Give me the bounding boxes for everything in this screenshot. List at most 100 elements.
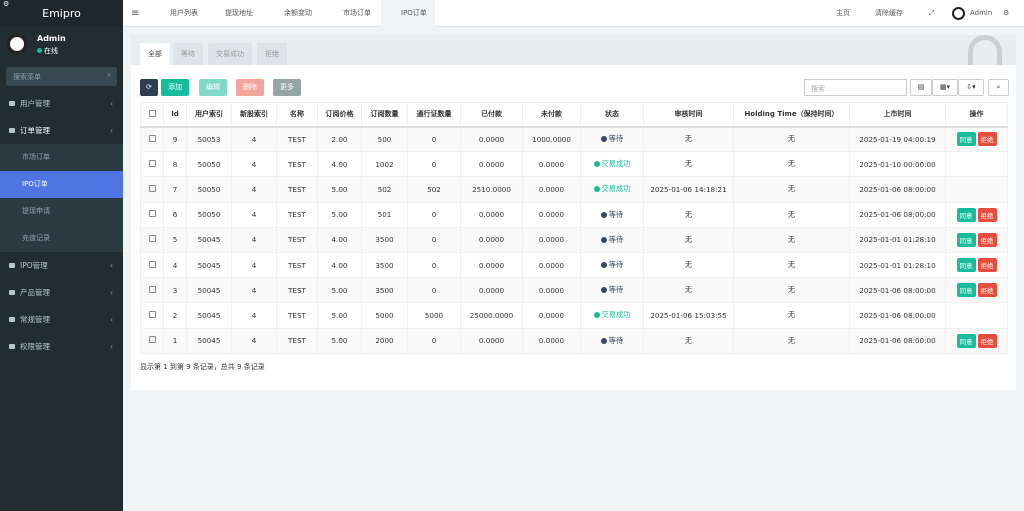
cell: 0.0000 <box>460 226 523 253</box>
cell: 4 <box>231 327 277 354</box>
cell: 无 <box>643 201 734 228</box>
submenu-item[interactable]: IPO订单 <box>0 171 123 198</box>
action-button[interactable]: 拒绝 <box>977 232 997 247</box>
nav-tab[interactable]: 余额变动 <box>284 9 312 17</box>
toolbar-button[interactable]: 编辑 <box>199 79 227 96</box>
nav-tab[interactable]: 市场订单 <box>343 9 371 17</box>
menu-search[interactable]: 搜索菜单 ⌕ <box>6 67 117 86</box>
action-button[interactable]: 拒绝 <box>977 132 997 147</box>
filter-tab[interactable]: 拒绝 <box>257 43 287 65</box>
checkbox[interactable] <box>148 159 156 167</box>
toolbar-button[interactable]: 删除 <box>236 79 264 96</box>
row-checkbox <box>140 251 164 279</box>
filter-tab[interactable]: 全部 <box>140 43 170 65</box>
cell: TEST <box>276 327 318 354</box>
checkbox[interactable] <box>148 336 156 344</box>
checkbox[interactable] <box>148 235 156 243</box>
cell: 500 <box>361 125 408 153</box>
columns[interactable]: ▦▾ <box>932 79 958 96</box>
action-button[interactable]: 拒绝 <box>977 283 997 298</box>
cell: 0.0000 <box>522 151 581 178</box>
filter-tab[interactable]: 等待 <box>173 43 203 65</box>
checkbox[interactable] <box>148 134 156 142</box>
action-button[interactable]: 同意 <box>956 258 976 273</box>
checkbox[interactable] <box>148 285 156 293</box>
checkbox[interactable] <box>148 210 156 218</box>
submenu-item[interactable]: 提现申请 <box>22 207 50 215</box>
checkbox[interactable] <box>148 109 156 117</box>
cell: 无 <box>733 226 850 253</box>
menu-toggle[interactable]: ≡ <box>131 8 140 19</box>
row-checkbox <box>140 125 164 153</box>
menu-search-placeholder: 搜索菜单 <box>13 73 41 81</box>
top-user[interactable]: Admin <box>970 9 993 17</box>
checkbox[interactable] <box>148 310 156 318</box>
export[interactable]: ⇩▾ <box>958 79 984 96</box>
cell: TEST <box>276 302 318 329</box>
cell: 2025-01-06 08:00:00 <box>849 201 946 228</box>
fullscreen[interactable]: ⤢ <box>929 9 935 17</box>
menu-item[interactable]: 常规管理 <box>0 306 123 333</box>
advanced-search[interactable]: ⌕ <box>988 79 1009 96</box>
data-table: Id 用户索引 新股索引 名称 订阅价格 订阅数量 通行证数量 已付款 未付款 状态 审核时间 Hol… <box>140 102 1008 354</box>
cell: 无 <box>643 226 734 253</box>
cell: 2510.0000 <box>460 176 523 203</box>
cell: 2025-01-06 08:00:00 <box>849 327 946 354</box>
status-dot <box>600 236 607 243</box>
refresh-button[interactable]: ⟳ <box>140 79 158 96</box>
status-dot <box>593 312 600 319</box>
nav-tab[interactable]: 提现地址 <box>225 9 253 17</box>
sidebar: ⚙Emipro Admin 在线 搜索菜单⌕ 用户管理订单管理市场订单 IPO订单… <box>0 0 123 511</box>
action-button[interactable]: 同意 <box>956 283 976 298</box>
toolbar-button[interactable]: 添加 <box>161 79 189 96</box>
settings[interactable]: ⚙ <box>1003 9 1010 17</box>
status-text: 交易成功 <box>601 184 631 194</box>
table-row: 7 50050 4 TEST 5.00 502 502 2510.0000 0.0000 交易成功… <box>140 176 1008 203</box>
avatar <box>7 34 27 54</box>
cell: 7 <box>163 176 187 203</box>
cell: 4 <box>231 125 277 153</box>
menu-item[interactable]: 订单管理 <box>0 117 123 144</box>
column-header: Id <box>163 102 187 128</box>
actions-cell <box>945 176 1008 203</box>
action-button[interactable]: 拒绝 <box>977 333 997 348</box>
toolbar-button[interactable]: 更多 <box>273 79 301 96</box>
action-button[interactable]: 同意 <box>956 232 976 247</box>
cell: 无 <box>733 327 850 354</box>
submenu-item[interactable]: 市场订单 <box>22 153 50 161</box>
cell: 无 <box>733 125 850 153</box>
submenu-item[interactable]: 充值记录 <box>22 234 50 242</box>
action-button[interactable]: 同意 <box>956 207 976 222</box>
action-button[interactable]: 拒绝 <box>977 207 997 222</box>
checkbox[interactable] <box>148 184 156 192</box>
action-button[interactable]: 同意 <box>956 132 976 147</box>
cell: 0.0000 <box>460 251 523 279</box>
top-link[interactable]: 主页 <box>836 9 850 17</box>
menu-item[interactable]: 用户管理 <box>0 90 123 117</box>
menu-item[interactable]: 权限管理 <box>0 333 123 360</box>
top-link[interactable]: 清除缓存 <box>875 9 903 17</box>
filter-tab[interactable]: 交易成功 <box>208 43 252 65</box>
cell: 5000 <box>361 302 408 329</box>
cell: 502 <box>361 176 408 203</box>
cell: 50045 <box>186 251 232 279</box>
cell: 1 <box>163 327 187 354</box>
cell: 5.00 <box>317 176 362 203</box>
checkbox[interactable] <box>148 260 156 268</box>
cell: 3 <box>163 277 187 304</box>
action-button[interactable]: 拒绝 <box>977 258 997 273</box>
toggle-view[interactable]: ▤ <box>910 79 932 96</box>
status-text: 等待 <box>608 234 624 244</box>
nav-tab[interactable]: IPO订单 <box>381 0 435 27</box>
menu-item[interactable]: 产品管理 <box>0 279 123 306</box>
table-search[interactable]: 搜索 <box>804 79 907 96</box>
cell: 2025-01-01 01:28:10 <box>849 226 946 253</box>
cell: 4 <box>231 277 277 304</box>
cell: 4 <box>231 226 277 253</box>
action-button[interactable]: 同意 <box>956 333 976 348</box>
menu-item[interactable]: IPO管理 <box>0 252 123 279</box>
status-dot <box>600 136 607 143</box>
cell: 2025-01-06 14:18:21 <box>643 176 734 203</box>
nav-tab[interactable]: 用户列表 <box>170 9 198 17</box>
cell: 无 <box>733 176 850 203</box>
